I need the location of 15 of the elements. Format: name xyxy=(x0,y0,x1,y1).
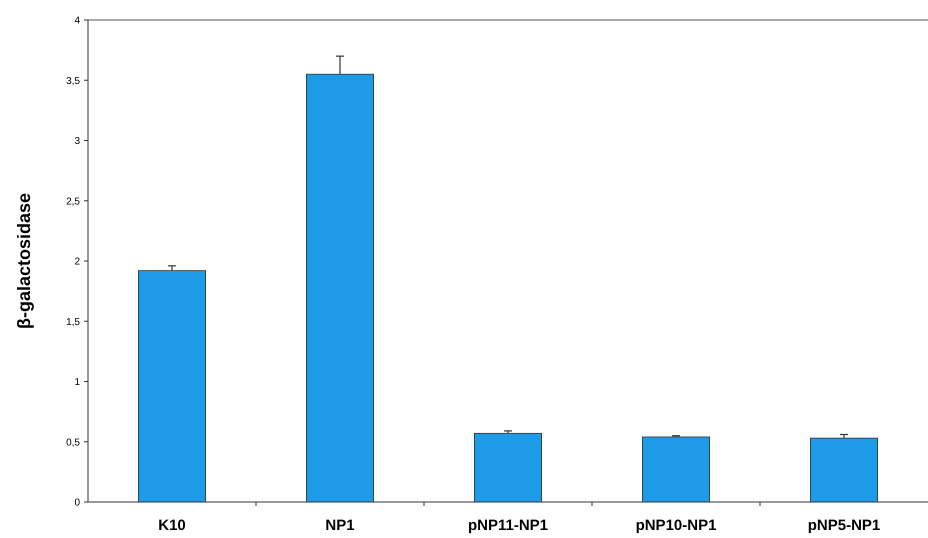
y-tick-label: 4 xyxy=(74,16,80,26)
y-tick-label: 1 xyxy=(74,377,80,388)
y-tick-label: 3,5 xyxy=(66,76,80,87)
y-tick-label: 2,5 xyxy=(66,196,80,208)
y-tick-label: 3 xyxy=(74,136,80,147)
y-tick-label: 1,5 xyxy=(66,316,80,328)
x-tick-label: pNP5-NP1 xyxy=(808,517,880,534)
x-tick-label: pNP10-NP1 xyxy=(636,517,716,534)
y-tick-label: 0 xyxy=(74,498,80,508)
y-tick-label: 2 xyxy=(74,256,80,268)
y-tick-label: 0,5 xyxy=(66,437,80,448)
y-axis-title: β-galactosidase xyxy=(14,192,34,330)
x-tick-label: NP1 xyxy=(325,517,355,534)
x-tick-label: pNP11-NP1 xyxy=(468,517,548,534)
x-tick-label: K10 xyxy=(158,517,186,534)
